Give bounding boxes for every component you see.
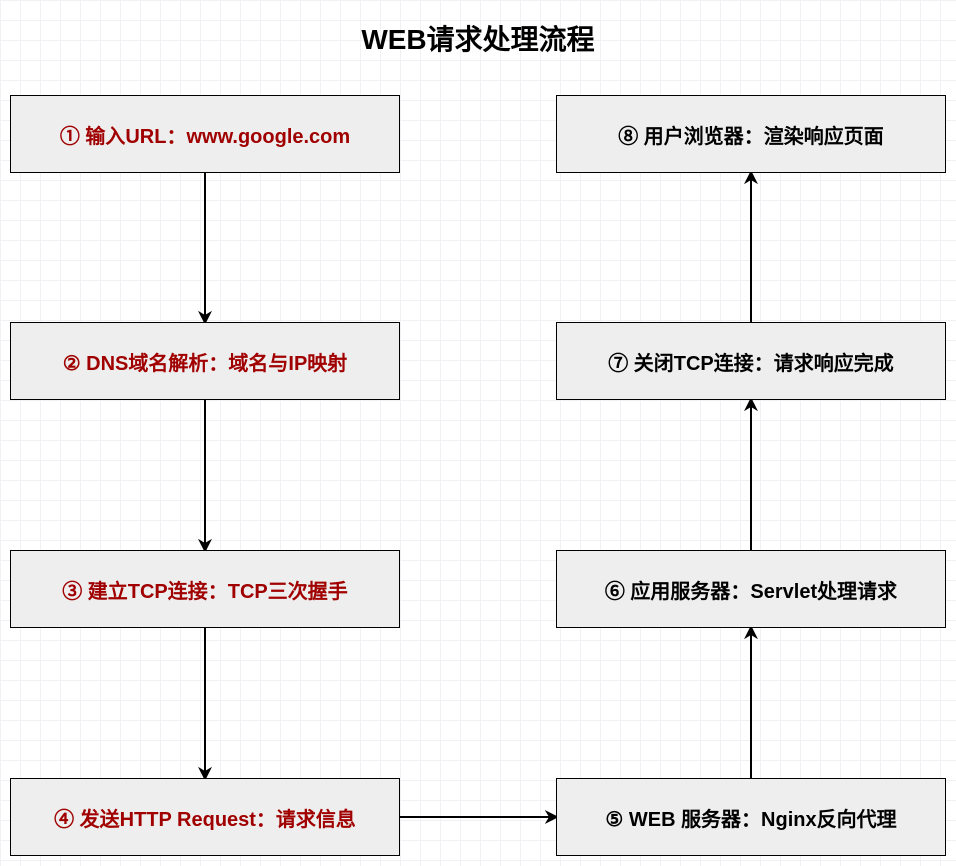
flow-node-n2: ② DNS域名解析：域名与IP映射 [10,322,400,400]
flow-node-n5: ⑤ WEB 服务器：Nginx反向代理 [556,778,946,856]
flow-node-n1: ① 输入URL：www.google.com [10,95,400,173]
diagram-title: WEB请求处理流程 [0,18,956,58]
flow-node-n6: ⑥ 应用服务器：Servlet处理请求 [556,550,946,628]
flow-node-n4: ④ 发送HTTP Request：请求信息 [10,778,400,856]
flow-node-n7: ⑦ 关闭TCP连接：请求响应完成 [556,322,946,400]
flow-node-n8: ⑧ 用户浏览器：渲染响应页面 [556,95,946,173]
flow-node-n3: ③ 建立TCP连接：TCP三次握手 [10,550,400,628]
